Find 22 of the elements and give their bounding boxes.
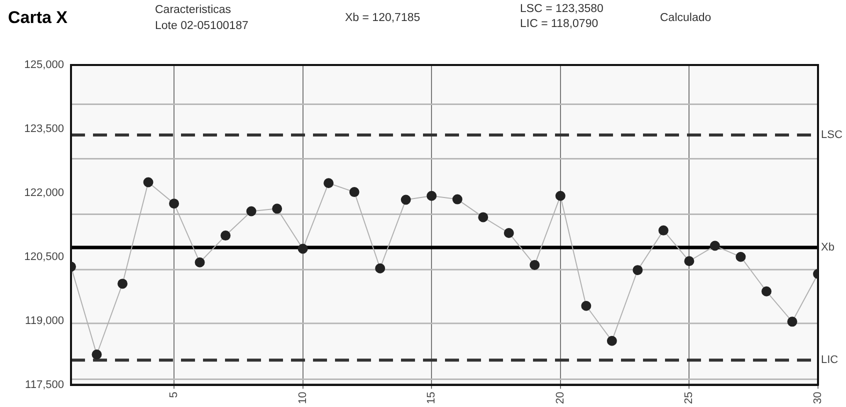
ref-line-label: LIC: [821, 354, 838, 366]
x-tick-label: 10: [296, 392, 309, 404]
y-tick-label: 117,500: [25, 378, 64, 391]
y-tick-label: 123,500: [24, 122, 64, 135]
text: Lote 02-05100187: [155, 20, 248, 32]
y-tick-label: 122,000: [24, 186, 64, 199]
text: Xb = 120,7185: [345, 12, 420, 24]
text: LSC = 123,3580: [520, 3, 604, 15]
y-tick-label: 120,500: [24, 250, 64, 263]
chart-title: Carta X: [8, 8, 68, 28]
ref-line-label: Xb: [821, 242, 834, 254]
text: Calculado: [660, 12, 712, 24]
x-tick-label: 25: [683, 392, 696, 404]
text: Caracteristicas: [155, 4, 232, 16]
ref-line-label: LSC: [821, 129, 842, 142]
y-tick-label: 119,000: [25, 314, 64, 327]
y-tick-label: 125,000: [24, 59, 64, 72]
x-tick-label: 30: [812, 392, 824, 404]
x-tick-label: 20: [554, 392, 566, 404]
x-tick-label: 5: [168, 392, 180, 398]
x-tick-label: 15: [426, 392, 438, 404]
text: LIC = 118,0790: [520, 18, 598, 30]
